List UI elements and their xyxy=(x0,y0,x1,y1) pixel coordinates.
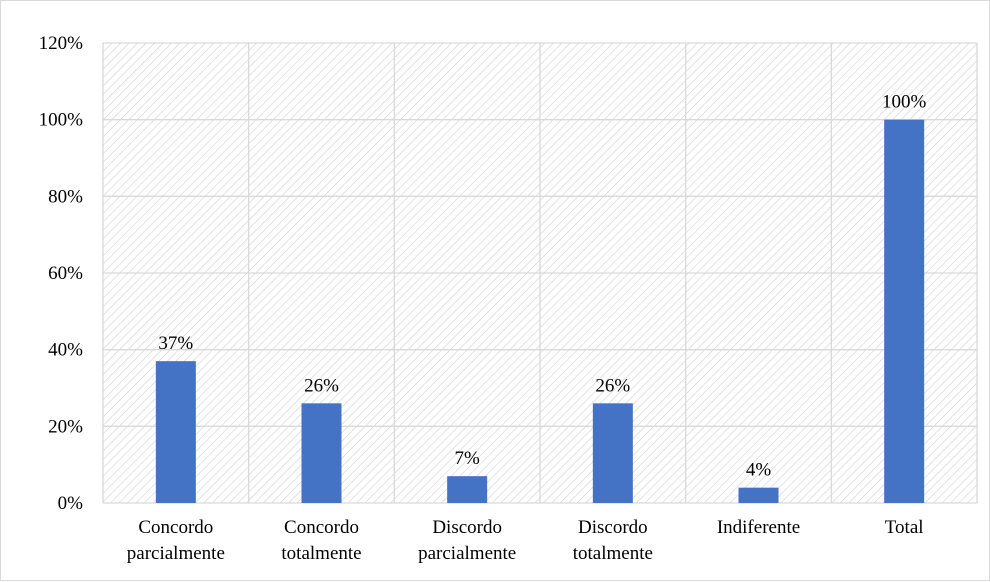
y-tick-label: 100% xyxy=(39,110,84,131)
y-tick-label: 40% xyxy=(48,340,83,361)
y-tick-label: 20% xyxy=(48,416,83,437)
category-label-line: totalmente xyxy=(573,543,653,564)
category-label: Total xyxy=(885,517,924,538)
y-tick-label: 60% xyxy=(48,263,83,284)
category-label-line: Concordo xyxy=(138,517,213,538)
category-label: Indiferente xyxy=(717,517,800,538)
y-axis-tick-labels: 0% 20% 40% 60% 80% 100% 120% xyxy=(39,33,84,514)
data-label: 7% xyxy=(455,448,481,469)
y-tick-label: 80% xyxy=(48,186,83,207)
category-label-line: Concordo xyxy=(284,517,359,538)
data-label: 37% xyxy=(158,333,193,354)
category-label-line: parcialmente xyxy=(127,543,225,564)
bar xyxy=(884,119,925,504)
data-label: 100% xyxy=(882,92,927,113)
category-label-line: Discordo xyxy=(432,517,502,538)
data-label: 26% xyxy=(595,375,630,396)
category-label: Concordo parcialmente xyxy=(127,517,225,564)
category-label: Discordo totalmente xyxy=(573,517,653,564)
data-labels: 37% 26% 7% 26% 4% 100% xyxy=(158,92,926,481)
category-label: Discordo parcialmente xyxy=(418,517,516,564)
data-label: 4% xyxy=(746,460,772,481)
category-label-line: parcialmente xyxy=(418,543,516,564)
category-label-line: Total xyxy=(885,517,924,538)
category-label-line: Indiferente xyxy=(717,517,800,538)
bar xyxy=(738,487,779,503)
y-tick-label: 0% xyxy=(58,493,84,514)
data-label: 26% xyxy=(304,375,339,396)
bar xyxy=(447,476,488,503)
bar xyxy=(301,403,342,503)
bar xyxy=(592,403,633,503)
category-label: Concordo totalmente xyxy=(281,517,361,564)
bars xyxy=(155,119,925,504)
category-label-line: totalmente xyxy=(281,543,361,564)
bar xyxy=(155,361,196,503)
category-label-line: Discordo xyxy=(578,517,648,538)
y-tick-label: 120% xyxy=(39,33,84,54)
gridlines xyxy=(102,42,978,504)
